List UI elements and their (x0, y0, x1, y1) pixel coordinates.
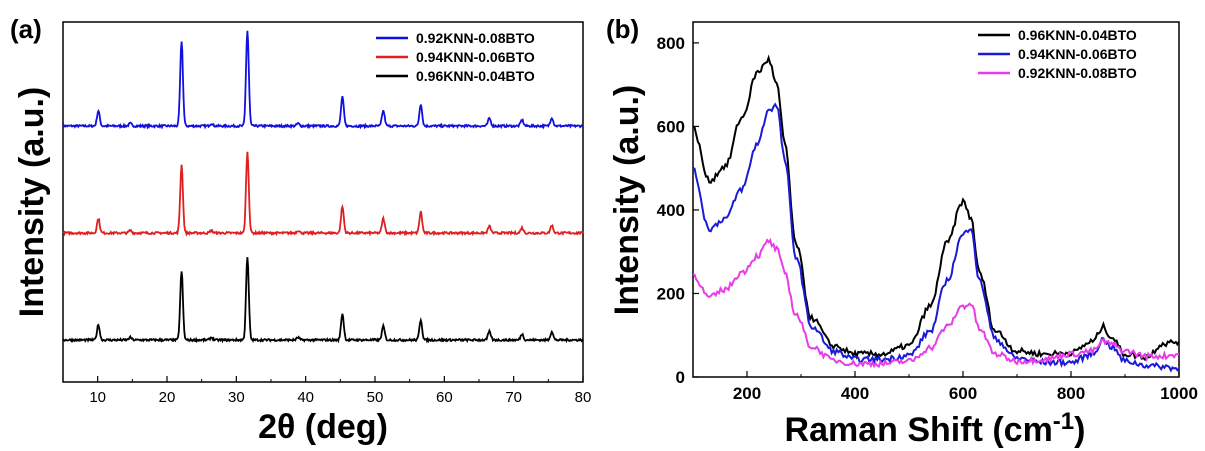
panel-b-y-tick-label: 400 (657, 201, 685, 220)
panel-a-series-line-3 (62, 257, 584, 344)
panel-b-legend: 0.96KNN-0.04BTO 0.94KNN-0.06BTO 0.92KNN-0.… (978, 27, 1137, 81)
panel-b-x-tick-label: 600 (949, 384, 977, 403)
panel-b-y-tick-label: 0 (676, 368, 685, 387)
panel-b-series-group (692, 54, 1180, 373)
panel-b-x-axis-title-main: Raman Shift (cm (785, 411, 1053, 449)
panel-a-x-tick-label: 60 (436, 389, 453, 406)
panel-a-frame (62, 21, 584, 383)
panel-a-legend-label: 0.96KNN-0.04BTO (416, 68, 535, 84)
panel-a-label: (a) (10, 14, 42, 44)
panel-b-series-line-3 (692, 237, 1179, 369)
panel-a-x-axis-title: 2θ (deg) (258, 408, 388, 446)
panel-a-legend-label: 0.92KNN-0.08BTO (416, 30, 535, 46)
panel-b-raman: (b) 200 400 600 800 1000 0 200 400 600 800 0.96K… (606, 14, 1198, 449)
panel-a-x-tick-label: 20 (159, 389, 176, 406)
panel-a-x-tick-label: 80 (575, 389, 592, 406)
panel-a-x-tick-label: 70 (505, 389, 522, 406)
panel-a-x-ticks: 10 20 30 40 50 60 70 80 (62, 376, 592, 406)
panel-b-y-tick-label: 600 (657, 117, 685, 136)
panel-b-legend-label: 0.96KNN-0.04BTO (1018, 27, 1137, 43)
panel-b-x-tick-label: 1000 (1160, 384, 1198, 403)
panel-a-xrd: (a) 10 20 30 40 50 60 70 80 0.92KNN-0.08BTO 0.94… (10, 14, 591, 446)
panel-a-x-tick-label: 40 (297, 389, 314, 406)
panel-a-legend: 0.92KNN-0.08BTO 0.94KNN-0.06BTO 0.96KNN-0.… (376, 30, 535, 84)
panel-b-label: (b) (606, 14, 639, 44)
panel-b-y-ticks: 0 200 400 600 800 (657, 34, 699, 387)
panel-a-legend-label: 0.94KNN-0.06BTO (416, 49, 535, 65)
panel-a-series-line-1 (62, 30, 584, 130)
panel-a-x-tick-label: 50 (367, 389, 384, 406)
panel-a-series-group (62, 30, 584, 344)
panel-a-y-axis-title: Intensity (a.u.) (13, 87, 51, 317)
panel-b-x-axis-title: Raman Shift (cm-1) (785, 408, 1086, 449)
panel-a-x-tick-label: 10 (89, 389, 106, 406)
panel-b-x-ticks: 200 400 600 800 1000 (692, 371, 1198, 403)
panel-b-series-line-1 (692, 54, 1180, 362)
panel-b-x-tick-label: 400 (841, 384, 869, 403)
panel-b-x-tick-label: 800 (1057, 384, 1085, 403)
panel-b-x-axis-title-sup: -1 (1053, 408, 1074, 435)
panel-b-y-tick-label: 200 (657, 284, 685, 303)
panel-b-x-axis-title-close: ) (1074, 411, 1085, 449)
panel-b-x-tick-label: 200 (733, 384, 761, 403)
panel-a-series-line-2 (62, 151, 584, 237)
panel-b-legend-label: 0.94KNN-0.06BTO (1018, 46, 1137, 62)
panel-a-x-tick-label: 30 (228, 389, 245, 406)
panel-b-frame (692, 21, 1180, 378)
panel-b-y-tick-label: 800 (657, 34, 685, 53)
panel-b-series-line-2 (692, 102, 1180, 373)
panel-b-legend-label: 0.92KNN-0.08BTO (1018, 65, 1137, 81)
panel-b-y-axis-title: Intensity (a.u.) (608, 85, 646, 315)
